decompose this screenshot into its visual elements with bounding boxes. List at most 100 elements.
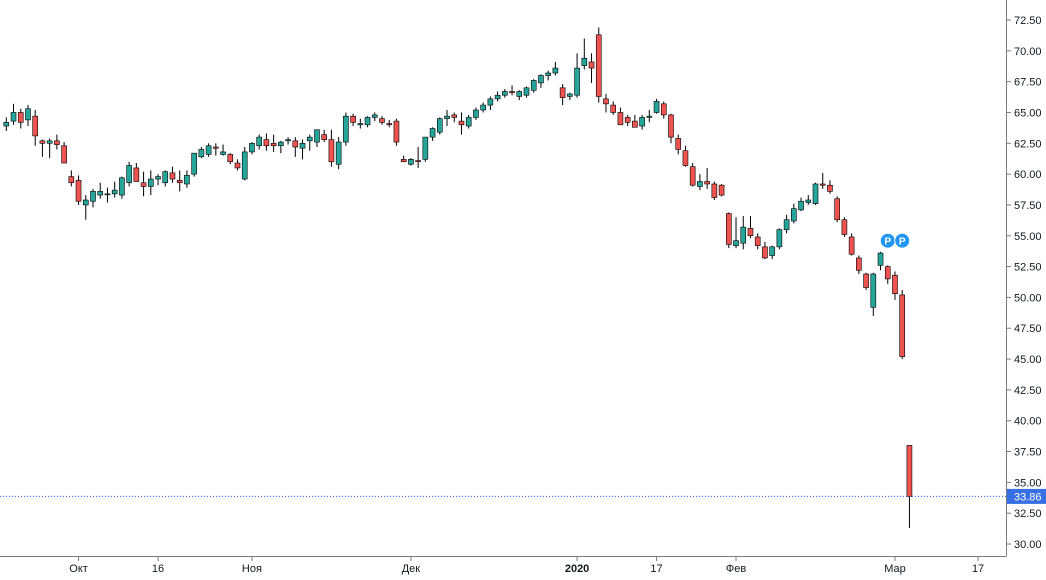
time-axis[interactable]: Окт 16 Ноя Дек 2020 17 Фев Мар 17: [0, 556, 1007, 575]
price-axis[interactable]: 72.50 70.00 67.50 65.00 62.50 60.00 57.50 55.00…: [1006, 0, 1042, 556]
candle-body: [10, 112, 17, 122]
candle-body: [689, 166, 696, 186]
candle-body: [769, 246, 775, 256]
marker-label: P: [884, 237, 891, 248]
price-tick-label: 57.50: [1014, 200, 1042, 212]
dividend-marker[interactable]: P: [894, 232, 911, 249]
candle: [328, 129, 335, 167]
candle-body: [617, 112, 624, 126]
price-tick-label: 50.00: [1014, 292, 1042, 304]
candle: [184, 170, 190, 188]
candle: [46, 138, 53, 159]
candle: [711, 181, 718, 201]
candle-body: [184, 175, 190, 185]
candle-body: [509, 91, 515, 94]
candle-body: [538, 75, 544, 84]
candle: [552, 61, 559, 76]
candle-body: [884, 266, 891, 280]
candle-body: [169, 172, 176, 180]
candle-body: [350, 115, 356, 123]
candle: [791, 203, 797, 224]
candle: [249, 142, 255, 155]
candle: [480, 102, 486, 113]
candle-body: [97, 191, 104, 196]
candle: [783, 214, 790, 234]
candle: [54, 134, 60, 150]
candle: [559, 84, 566, 106]
candle-body: [523, 87, 530, 96]
candle-body: [39, 140, 46, 144]
candle: [155, 174, 161, 186]
last-price-label: 33.86: [1014, 491, 1042, 503]
candle: [90, 188, 96, 208]
candle: [603, 93, 609, 113]
candle: [754, 233, 761, 250]
time-tick-label: Ноя: [242, 563, 262, 575]
candle: [408, 158, 414, 166]
candle: [97, 182, 104, 199]
candle-body: [827, 184, 833, 192]
candle: [848, 233, 855, 256]
candle: [126, 161, 132, 187]
candle: [176, 170, 183, 192]
candle: [769, 245, 775, 260]
candle: [689, 163, 696, 187]
candle-body: [227, 154, 234, 163]
candle: [819, 172, 826, 189]
candle-body: [278, 141, 284, 147]
candle-body: [155, 176, 161, 180]
marker-circle[interactable]: [894, 232, 911, 249]
candle: [697, 174, 703, 191]
candle: [393, 118, 400, 146]
candle: [827, 180, 833, 194]
candle: [632, 114, 638, 128]
time-tick-label: Мар: [884, 563, 906, 575]
time-tick-label: Окт: [69, 563, 88, 575]
candle-body: [335, 141, 342, 165]
candle-body: [595, 34, 602, 97]
candle: [400, 155, 407, 163]
candle-body: [812, 183, 819, 205]
candle: [343, 112, 349, 146]
candle-body: [328, 139, 335, 163]
candle: [278, 140, 284, 154]
time-tick-label: 17: [650, 563, 662, 575]
candle-body: [126, 165, 132, 184]
candle-body: [386, 123, 393, 126]
candle: [61, 142, 67, 164]
candle-body: [148, 178, 154, 187]
candle: [841, 217, 848, 237]
candle-body: [567, 93, 573, 97]
candle-body: [697, 181, 703, 187]
candle-body: [205, 145, 212, 155]
candle: [617, 107, 624, 126]
candle: [451, 112, 458, 123]
candle: [581, 38, 588, 70]
candle: [653, 98, 660, 114]
candle: [227, 153, 234, 165]
candle-body: [632, 120, 638, 128]
candle: [25, 105, 31, 127]
candle: [68, 170, 75, 187]
price-tick-label: 60.00: [1014, 169, 1042, 181]
candles-layer: [3, 27, 913, 528]
dividend-marker[interactable]: P: [879, 232, 896, 249]
candle: [133, 163, 140, 182]
candle: [595, 27, 602, 103]
candle-body: [119, 177, 125, 196]
candle: [364, 116, 371, 128]
candle-body: [364, 117, 371, 126]
candle: [350, 113, 356, 127]
candle-body: [530, 80, 537, 91]
candle-body: [444, 115, 450, 119]
candle: [191, 152, 197, 177]
candle-body: [798, 200, 804, 211]
candle: [213, 143, 219, 156]
candle: [812, 182, 819, 205]
candle: [39, 139, 46, 157]
candle: [465, 114, 472, 129]
candle-body: [17, 112, 24, 123]
candle-body: [574, 67, 580, 96]
candle-body: [191, 152, 197, 175]
candle-body: [841, 219, 848, 235]
